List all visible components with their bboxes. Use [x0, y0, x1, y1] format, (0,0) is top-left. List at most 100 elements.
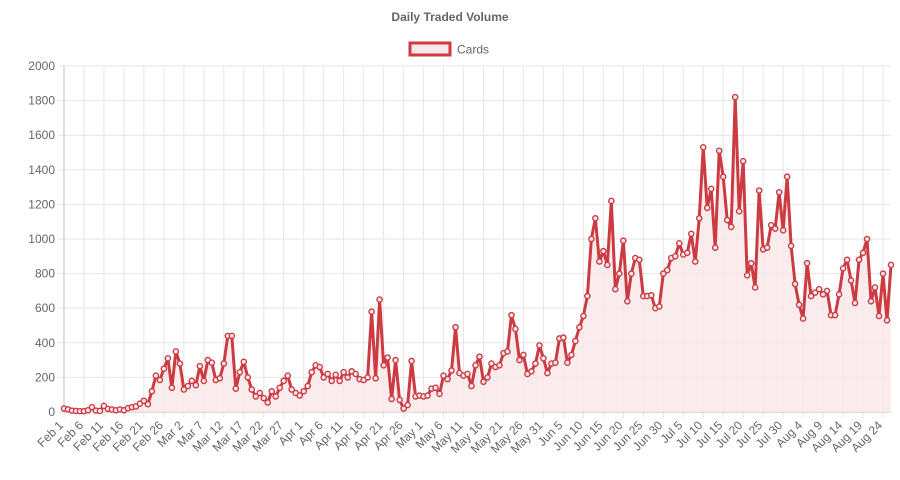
data-point[interactable] — [691, 258, 699, 265]
data-point[interactable] — [196, 362, 204, 370]
data-point[interactable] — [871, 284, 879, 291]
data-point[interactable] — [536, 342, 543, 349]
data-point[interactable] — [620, 237, 627, 245]
data-point[interactable] — [372, 374, 379, 382]
data-point[interactable] — [148, 387, 156, 395]
data-point[interactable] — [284, 372, 292, 379]
data-point[interactable] — [228, 332, 236, 340]
data-point[interactable] — [544, 369, 551, 377]
data-point[interactable] — [532, 360, 539, 367]
data-point[interactable] — [512, 325, 519, 333]
data-point[interactable] — [352, 370, 359, 378]
data-point[interactable] — [560, 334, 567, 341]
data-point[interactable] — [552, 359, 559, 366]
data-point[interactable] — [655, 303, 663, 310]
data-point[interactable] — [264, 399, 272, 406]
data-point[interactable] — [671, 252, 679, 260]
data-point[interactable] — [819, 291, 827, 298]
data-point[interactable] — [484, 374, 491, 381]
data-point[interactable] — [296, 392, 304, 399]
data-point[interactable] — [160, 365, 168, 373]
data-point[interactable] — [588, 235, 595, 243]
data-point[interactable] — [268, 387, 276, 395]
data-point[interactable] — [408, 357, 415, 365]
data-point[interactable] — [867, 297, 875, 305]
data-point[interactable] — [516, 356, 523, 364]
data-point[interactable] — [344, 374, 351, 381]
data-point[interactable] — [176, 360, 184, 367]
data-point[interactable] — [440, 372, 447, 379]
data-point[interactable] — [380, 361, 387, 369]
data-point[interactable] — [528, 368, 535, 375]
data-point[interactable] — [332, 371, 339, 379]
data-point[interactable] — [388, 395, 395, 403]
data-point[interactable] — [787, 242, 795, 250]
data-point[interactable] — [683, 249, 691, 257]
data-point[interactable] — [192, 381, 200, 389]
data-point[interactable] — [612, 285, 619, 293]
data-point[interactable] — [823, 287, 831, 295]
data-point[interactable] — [444, 375, 451, 383]
data-point[interactable] — [695, 214, 703, 222]
data-point[interactable] — [436, 390, 443, 398]
data-point[interactable] — [248, 386, 256, 393]
data-point[interactable] — [276, 384, 284, 392]
data-point[interactable] — [835, 291, 843, 298]
data-point[interactable] — [775, 188, 783, 196]
data-point[interactable] — [364, 374, 371, 381]
data-point[interactable] — [675, 240, 683, 247]
data-point[interactable] — [256, 389, 264, 397]
data-point[interactable] — [508, 311, 515, 319]
data-point[interactable] — [604, 261, 611, 269]
data-point[interactable] — [663, 266, 671, 274]
data-point[interactable] — [647, 291, 655, 299]
data-point[interactable] — [600, 247, 607, 255]
data-point[interactable] — [875, 312, 883, 320]
data-point[interactable] — [144, 400, 152, 408]
data-point[interactable] — [863, 235, 871, 243]
data-point[interactable] — [624, 297, 631, 305]
data-point[interactable] — [496, 361, 503, 369]
legend-swatch[interactable] — [408, 41, 452, 57]
data-point[interactable] — [488, 360, 495, 367]
data-point[interactable] — [88, 403, 96, 411]
data-point[interactable] — [580, 312, 587, 320]
data-point[interactable] — [839, 265, 847, 272]
data-point[interactable] — [432, 384, 439, 392]
data-point[interactable] — [472, 361, 479, 369]
legend[interactable]: Cards — [408, 41, 489, 57]
data-point[interactable] — [608, 197, 615, 205]
data-point[interactable] — [616, 270, 623, 277]
data-point[interactable] — [220, 360, 228, 367]
data-point[interactable] — [743, 272, 751, 279]
data-point[interactable] — [723, 216, 731, 224]
data-point[interactable] — [96, 407, 104, 415]
data-point[interactable] — [232, 385, 240, 392]
data-point[interactable] — [368, 308, 375, 315]
data-point[interactable] — [200, 377, 208, 385]
data-point[interactable] — [592, 214, 599, 222]
data-point[interactable] — [184, 382, 192, 390]
data-point[interactable] — [572, 337, 579, 345]
data-point[interactable] — [735, 208, 743, 215]
data-point[interactable] — [847, 277, 855, 284]
data-point[interactable] — [779, 227, 787, 234]
data-point[interactable] — [164, 355, 172, 362]
data-point[interactable] — [568, 351, 575, 359]
data-point[interactable] — [763, 244, 771, 251]
data-point[interactable] — [392, 356, 399, 364]
data-point[interactable] — [172, 348, 180, 355]
data-point[interactable] — [803, 259, 811, 267]
data-point[interactable] — [400, 405, 407, 412]
data-point[interactable] — [480, 378, 487, 386]
data-point[interactable] — [584, 292, 591, 300]
data-point[interactable] — [396, 396, 403, 404]
data-point[interactable] — [384, 354, 391, 361]
data-point[interactable] — [328, 377, 335, 385]
data-point[interactable] — [168, 384, 176, 392]
data-point[interactable] — [280, 377, 288, 385]
data-point[interactable] — [520, 351, 527, 359]
data-point[interactable] — [855, 256, 863, 264]
data-point[interactable] — [452, 323, 459, 331]
data-point[interactable] — [739, 157, 747, 165]
